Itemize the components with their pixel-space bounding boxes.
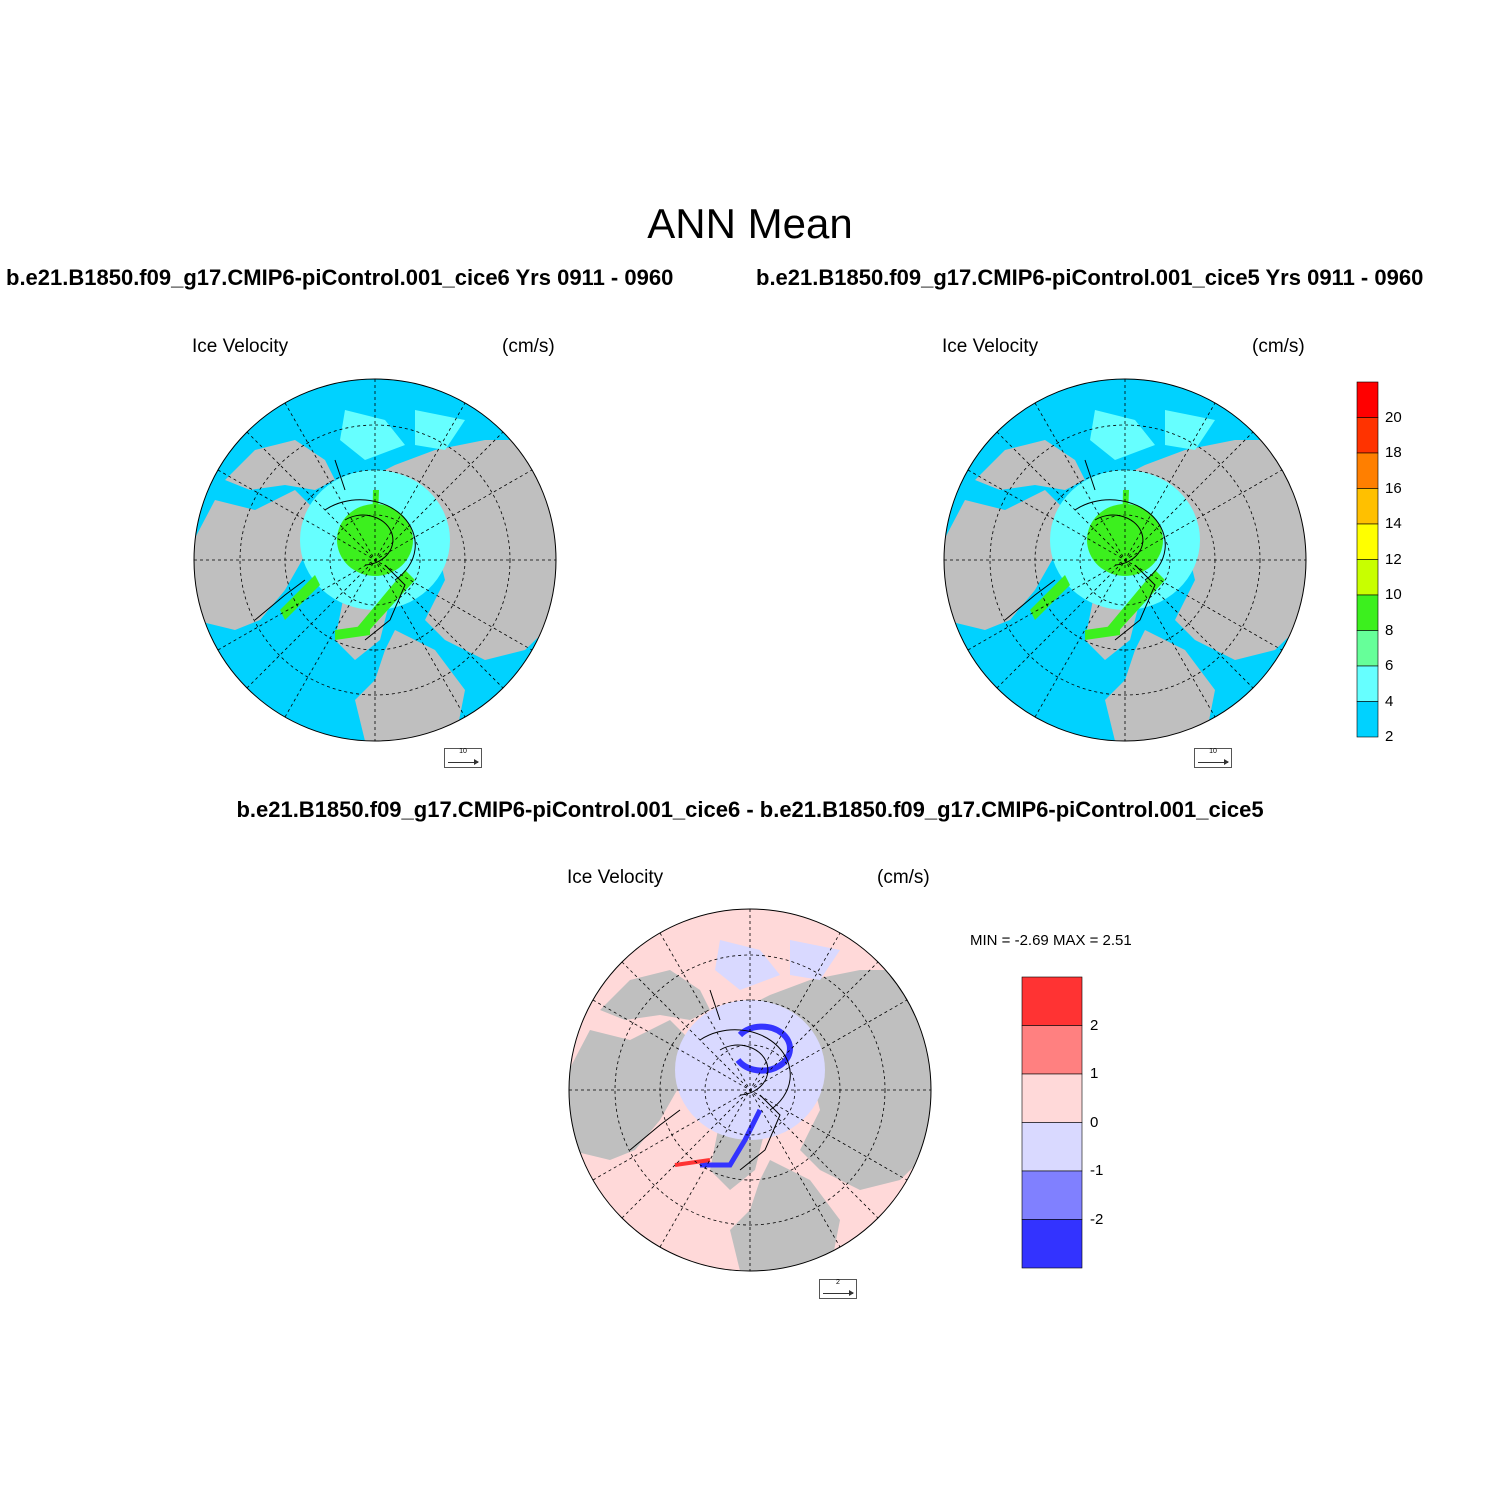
reference-vector-diff: 2 [819, 1279, 857, 1299]
panel-subtitle-cice5: b.e21.B1850.f09_g17.CMIP6-piControl.001_… [756, 265, 1424, 290]
panel-unit-label-cice6: (cm/s) [502, 336, 555, 357]
panel-left-label-cice5: Ice Velocity [942, 336, 1039, 357]
panel-left-label-diff: Ice Velocity [567, 867, 664, 888]
colorbar-diff-swatch [1021, 1073, 1083, 1123]
reference-vector-value-cice6: 10 [459, 748, 467, 755]
colorbar-diff-swatch [1021, 1025, 1083, 1075]
panel-subtitle-cice6: b.e21.B1850.f09_g17.CMIP6-piControl.001_… [6, 265, 674, 290]
colorbar-diff-tick-label: 1 [1090, 1065, 1099, 1082]
colorbar-diff-swatch [1021, 1122, 1083, 1172]
diff-panel-title: b.e21.B1850.f09_g17.CMIP6-piControl.001_… [236, 797, 1264, 822]
panel-left-label-cice6: Ice Velocity [192, 336, 289, 357]
colorbar-main-tick-label: 14 [1385, 515, 1402, 532]
colorbar-main-tick-label: 16 [1385, 479, 1402, 497]
colorbar-diff-tick-label: 0 [1090, 1113, 1099, 1131]
colorbar-main-swatch [1356, 381, 1379, 418]
colorbar-main-swatch [1356, 488, 1379, 525]
min-max-label: MIN = -2.69 MAX = 2.51 [970, 932, 1132, 949]
figure-title: ANN Mean [647, 200, 853, 247]
panel-unit-label-diff: (cm/s) [877, 867, 930, 888]
colorbar-diff-swatch [1021, 976, 1083, 1026]
colorbar-diff-tick-label: -2 [1090, 1210, 1104, 1228]
colorbar-main-tick-label: 4 [1385, 692, 1394, 710]
reference-vector-cice6: 10 [444, 748, 482, 768]
colorbar-main [1356, 381, 1379, 738]
colorbar-diff-tick-label: 2 [1090, 1016, 1099, 1034]
colorbar-diff-swatch [1021, 1219, 1083, 1269]
colorbar-main-swatch [1356, 559, 1379, 596]
reference-vector-value-cice5: 10 [1209, 748, 1217, 755]
colorbar-diff-tick-label: -1 [1090, 1162, 1104, 1179]
colorbar-diff [1021, 976, 1083, 1269]
colorbar-main-swatch [1356, 630, 1379, 667]
colorbar-main-tick-label: 18 [1385, 444, 1402, 461]
reference-vector-value-diff: 2 [836, 1279, 840, 1286]
colorbar-main-swatch [1356, 523, 1379, 560]
panel-unit-label-cice5: (cm/s) [1252, 336, 1305, 357]
colorbar-diff-swatch [1021, 1170, 1083, 1220]
colorbar-main-swatch [1356, 594, 1379, 631]
colorbar-main-tick-label: 6 [1385, 657, 1394, 674]
map-cice5 [944, 379, 1306, 741]
colorbar-main-swatch [1356, 701, 1379, 738]
colorbar-main-tick-label: 2 [1385, 728, 1394, 745]
reference-vector-cice5: 10 [1194, 748, 1232, 768]
colorbar-main-swatch [1356, 452, 1379, 489]
colorbar-main-tick-label: 20 [1385, 408, 1402, 426]
map-diff [569, 909, 931, 1271]
colorbar-main-swatch [1356, 665, 1379, 702]
colorbar-main-tick-label: 8 [1385, 621, 1394, 639]
colorbar-main-swatch [1356, 417, 1379, 454]
map-cice6 [194, 379, 556, 741]
colorbar-main-tick-label: 12 [1385, 550, 1402, 568]
colorbar-main-tick-label: 10 [1385, 586, 1402, 603]
